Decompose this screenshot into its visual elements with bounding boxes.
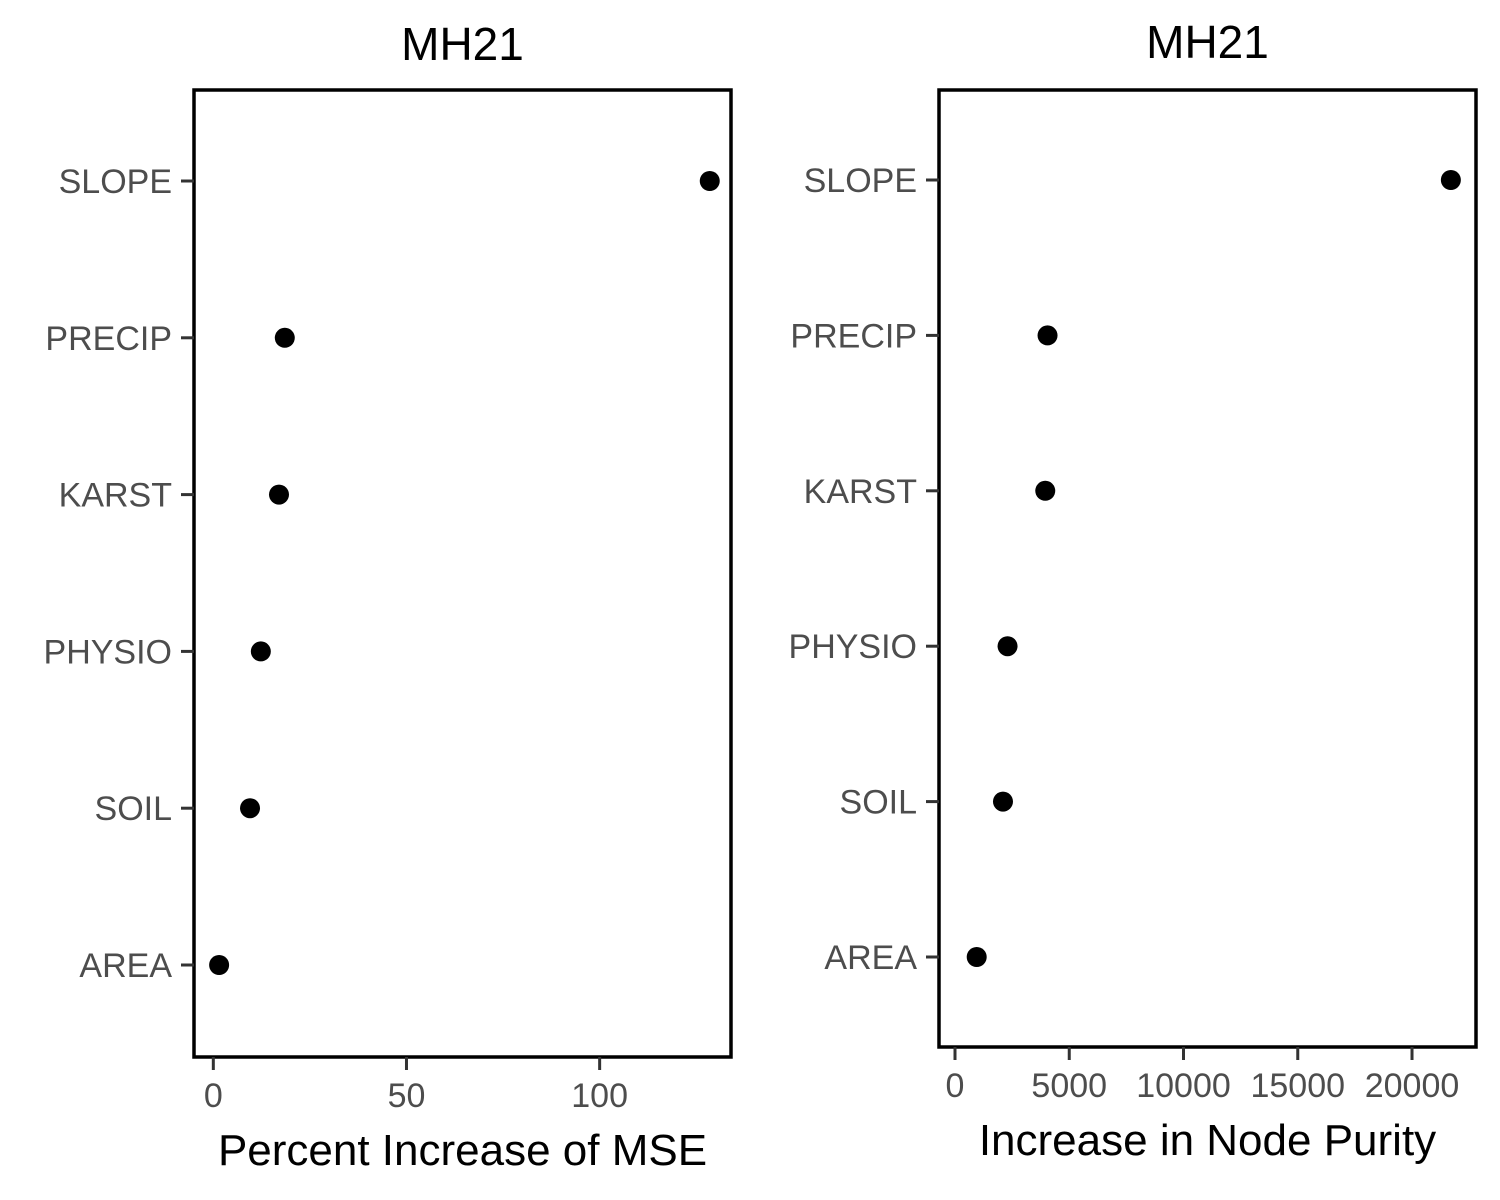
right-point-area [966,947,987,967]
left-x-tick-label-100: 100 [571,1077,628,1115]
left-plot-frame [192,88,733,1059]
left-point-precip [274,327,295,348]
right-x-tick-label-5000: 5000 [1031,1067,1107,1105]
right-x-tick-label-15000: 15000 [1250,1067,1345,1105]
left-point-soil [240,798,261,819]
right-y-tick-label-slope: SLOPE [804,162,917,200]
left-point-slope [699,171,720,191]
right-x-tick-label-10000: 10000 [1136,1067,1231,1105]
right-point-slope [1440,170,1461,190]
left-x-tick-label-50: 50 [388,1077,426,1115]
left-y-tick-label-karst: KARST [59,477,172,515]
right-y-tick-label-karst: KARST [804,473,917,511]
left-y-tick-label-physio: PHYSIO [44,633,172,671]
right-point-karst [1035,480,1056,501]
right-x-tick-label-20000: 20000 [1365,1067,1460,1105]
left-chart-title: MH21 [401,18,524,70]
right-point-physio [997,636,1018,657]
right-y-tick-label-precip: PRECIP [790,317,917,355]
left-y-tick-label-precip: PRECIP [45,320,172,358]
right-x-tick-label-0: 0 [946,1067,965,1105]
left-point-area [209,955,230,975]
right-x-axis-label: Increase in Node Purity [979,1116,1436,1165]
right-y-tick-label-soil: SOIL [840,784,917,822]
left-point-karst [268,484,289,505]
left-x-tick-label-0: 0 [204,1077,223,1115]
left-point-physio [250,641,271,662]
right-plot-frame [937,88,1478,1049]
left-x-axis-label: Percent Increase of MSE [218,1126,707,1175]
right-y-tick-label-physio: PHYSIO [789,628,917,666]
left-panel-mse: MH21 Percent Increase of MSE SLOPE PRECIP… [44,18,733,1175]
left-y-tick-label-area: AREA [79,947,172,985]
right-point-soil [992,791,1013,812]
left-y-tick-label-soil: SOIL [95,790,172,828]
left-y-tick-label-slope: SLOPE [59,163,172,201]
right-y-tick-label-area: AREA [824,939,917,977]
right-point-precip [1037,325,1058,346]
right-panel-node-purity: MH21 Increase in Node Purity SLOPE PRECIP… [789,16,1478,1165]
right-chart-title: MH21 [1146,16,1269,68]
